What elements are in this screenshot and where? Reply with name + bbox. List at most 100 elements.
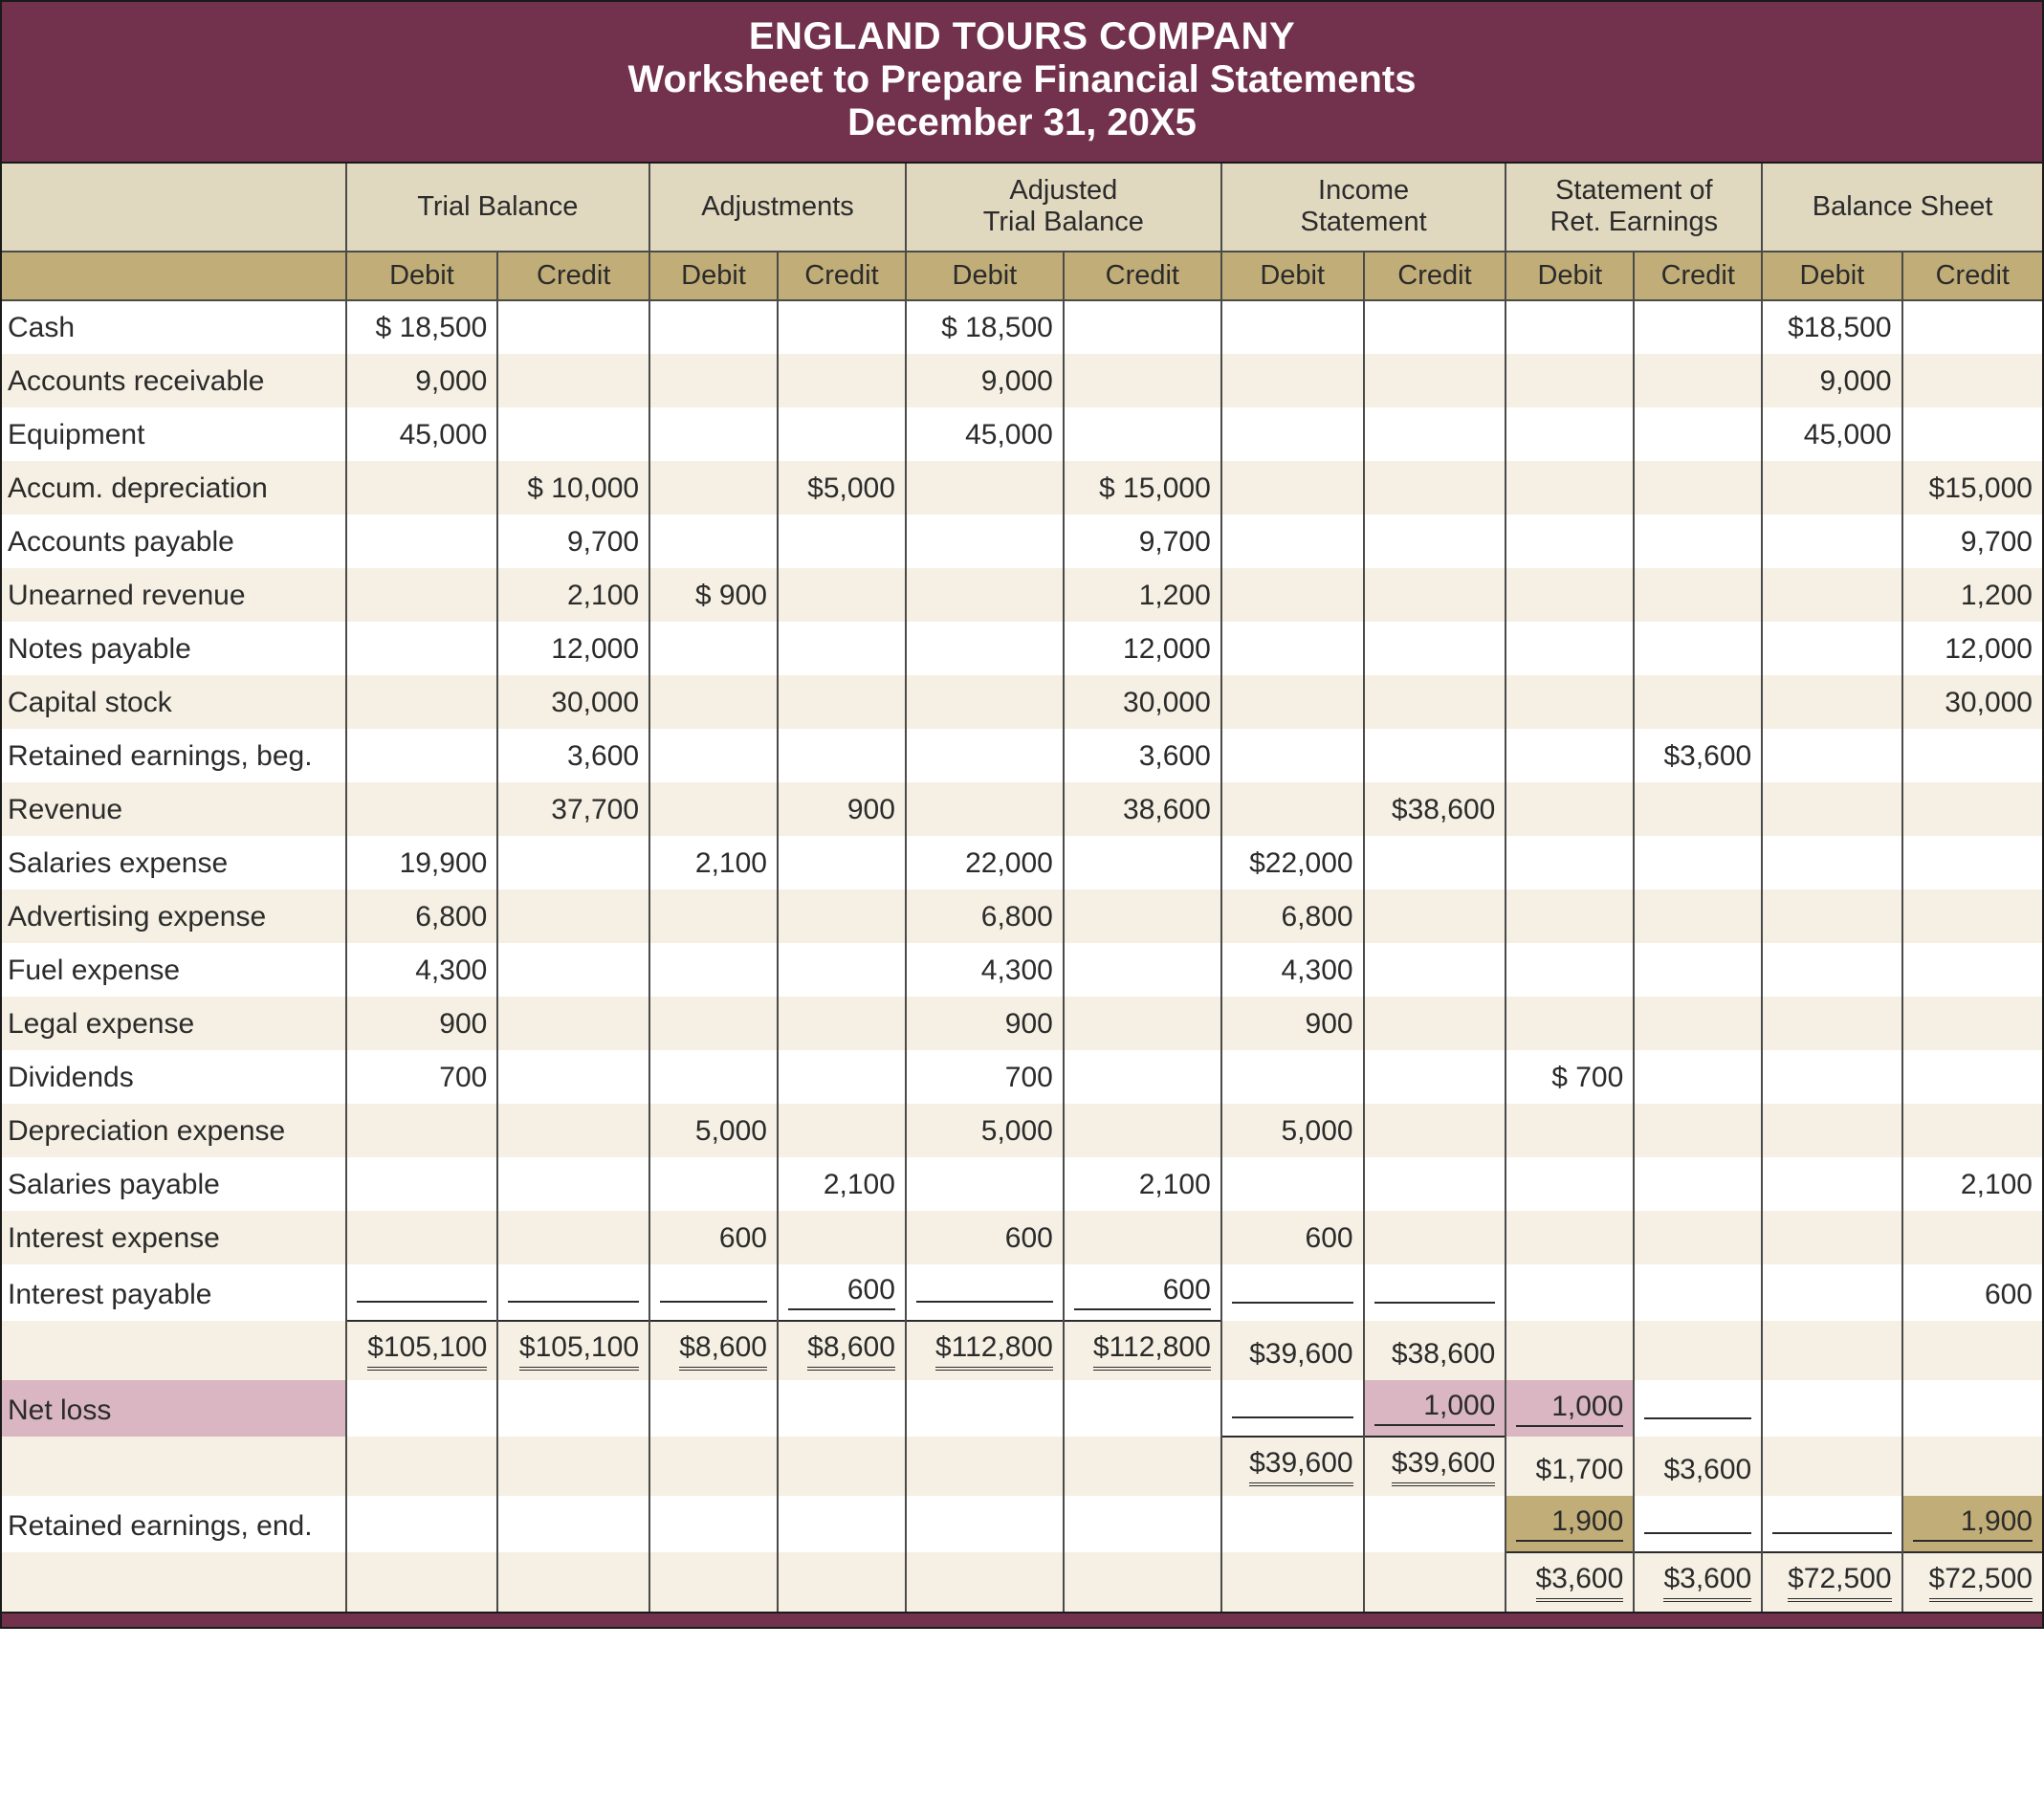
- amount-cell: $15,000: [1902, 461, 2042, 515]
- amount-cell: [1902, 836, 2042, 889]
- amount-cell: 2,100: [778, 1157, 906, 1211]
- amount-cell: [1221, 729, 1364, 782]
- table-row: Revenue37,70090038,600$38,600: [2, 782, 2042, 836]
- amount-cell: 12,000: [497, 622, 649, 675]
- amount-cell: 9,700: [1064, 515, 1221, 568]
- amount-cell: [649, 1552, 778, 1612]
- amount-cell: [649, 515, 778, 568]
- amount-cell: $105,100: [346, 1321, 498, 1380]
- amount-cell: [906, 622, 1064, 675]
- amount-cell: [1364, 461, 1506, 515]
- account-name: Notes payable: [2, 622, 346, 675]
- amount-cell: [778, 1437, 906, 1496]
- table-row: Accounts receivable9,0009,0009,000: [2, 354, 2042, 407]
- amount-cell: [906, 1552, 1064, 1612]
- amount-cell: [1364, 1104, 1506, 1157]
- amount-cell: [778, 836, 906, 889]
- amount-cell: [649, 1437, 778, 1496]
- amount-cell: [778, 407, 906, 461]
- amount-cell: [1506, 675, 1634, 729]
- table-row: Retained earnings, beg.3,6003,600$3,600: [2, 729, 2042, 782]
- amount-cell: [1221, 300, 1364, 354]
- amount-cell: [1221, 1380, 1364, 1437]
- amount-cell: [497, 1157, 649, 1211]
- amount-cell: $8,600: [778, 1321, 906, 1380]
- amount-cell: $3,600: [1634, 1552, 1762, 1612]
- amount-cell: [1634, 889, 1762, 943]
- amount-cell: [649, 889, 778, 943]
- table-row: $105,100$105,100$8,600$8,600$112,800$112…: [2, 1321, 2042, 1380]
- amount-cell: [1364, 1157, 1506, 1211]
- amount-cell: $3,600: [1634, 1437, 1762, 1496]
- amount-cell: [778, 675, 906, 729]
- amount-cell: [1634, 836, 1762, 889]
- dc-atb-credit: Credit: [1064, 252, 1221, 300]
- amount-cell: 1,200: [1064, 568, 1221, 622]
- header-income-statement: IncomeStatement: [1221, 164, 1506, 252]
- amount-cell: [1634, 568, 1762, 622]
- amount-cell: [1634, 461, 1762, 515]
- amount-cell: $ 10,000: [497, 461, 649, 515]
- amount-cell: [1634, 407, 1762, 461]
- amount-cell: 2,100: [497, 568, 649, 622]
- amount-cell: [906, 729, 1064, 782]
- amount-cell: [1762, 729, 1901, 782]
- amount-cell: [1064, 997, 1221, 1050]
- dc-atb-debit: Debit: [906, 252, 1064, 300]
- amount-cell: [1634, 1104, 1762, 1157]
- amount-cell: $ 700: [1506, 1050, 1634, 1104]
- amount-cell: [1762, 568, 1901, 622]
- amount-cell: [1364, 997, 1506, 1050]
- amount-cell: [1634, 300, 1762, 354]
- dc-is-credit: Credit: [1364, 252, 1506, 300]
- amount-cell: [778, 1050, 906, 1104]
- amount-cell: $ 15,000: [1064, 461, 1221, 515]
- amount-cell: [1902, 943, 2042, 997]
- amount-cell: [346, 675, 498, 729]
- amount-cell: $112,800: [906, 1321, 1064, 1380]
- amount-cell: [1364, 729, 1506, 782]
- amount-cell: [778, 568, 906, 622]
- amount-cell: [1364, 300, 1506, 354]
- amount-cell: 2,100: [1902, 1157, 2042, 1211]
- account-name: Dividends: [2, 1050, 346, 1104]
- table-row: Unearned revenue2,100$ 9001,2001,200: [2, 568, 2042, 622]
- amount-cell: [1221, 461, 1364, 515]
- amount-cell: [1902, 1437, 2042, 1496]
- header-ret-earnings: Statement ofRet. Earnings: [1506, 164, 1762, 252]
- amount-cell: 1,900: [1902, 1496, 2042, 1552]
- amount-cell: [1634, 943, 1762, 997]
- amount-cell: [346, 1211, 498, 1264]
- amount-cell: 9,000: [346, 354, 498, 407]
- amount-cell: [1221, 1496, 1364, 1552]
- amount-cell: [649, 407, 778, 461]
- amount-cell: $3,600: [1634, 729, 1762, 782]
- amount-cell: [346, 729, 498, 782]
- amount-cell: 5,000: [906, 1104, 1064, 1157]
- amount-cell: [906, 461, 1064, 515]
- amount-cell: [1221, 1264, 1364, 1321]
- amount-cell: [1064, 1050, 1221, 1104]
- table-row: $39,600$39,600$1,700$3,600: [2, 1437, 2042, 1496]
- amount-cell: [1634, 675, 1762, 729]
- table-row: $3,600$3,600$72,500$72,500: [2, 1552, 2042, 1612]
- table-row: Accum. depreciation$ 10,000$5,000$ 15,00…: [2, 461, 2042, 515]
- table-row: Legal expense900900900: [2, 997, 2042, 1050]
- amount-cell: [1634, 1264, 1762, 1321]
- amount-cell: [346, 782, 498, 836]
- amount-cell: [1506, 943, 1634, 997]
- amount-cell: [1221, 568, 1364, 622]
- amount-cell: [497, 836, 649, 889]
- amount-cell: [1221, 407, 1364, 461]
- amount-cell: [1064, 300, 1221, 354]
- amount-cell: $18,500: [1762, 300, 1901, 354]
- amount-cell: [906, 1380, 1064, 1437]
- amount-cell: [1762, 1380, 1901, 1437]
- amount-cell: [1506, 568, 1634, 622]
- amount-cell: [649, 782, 778, 836]
- amount-cell: [778, 354, 906, 407]
- amount-cell: [1064, 889, 1221, 943]
- amount-cell: 4,300: [906, 943, 1064, 997]
- amount-cell: [1762, 997, 1901, 1050]
- amount-cell: [1762, 1157, 1901, 1211]
